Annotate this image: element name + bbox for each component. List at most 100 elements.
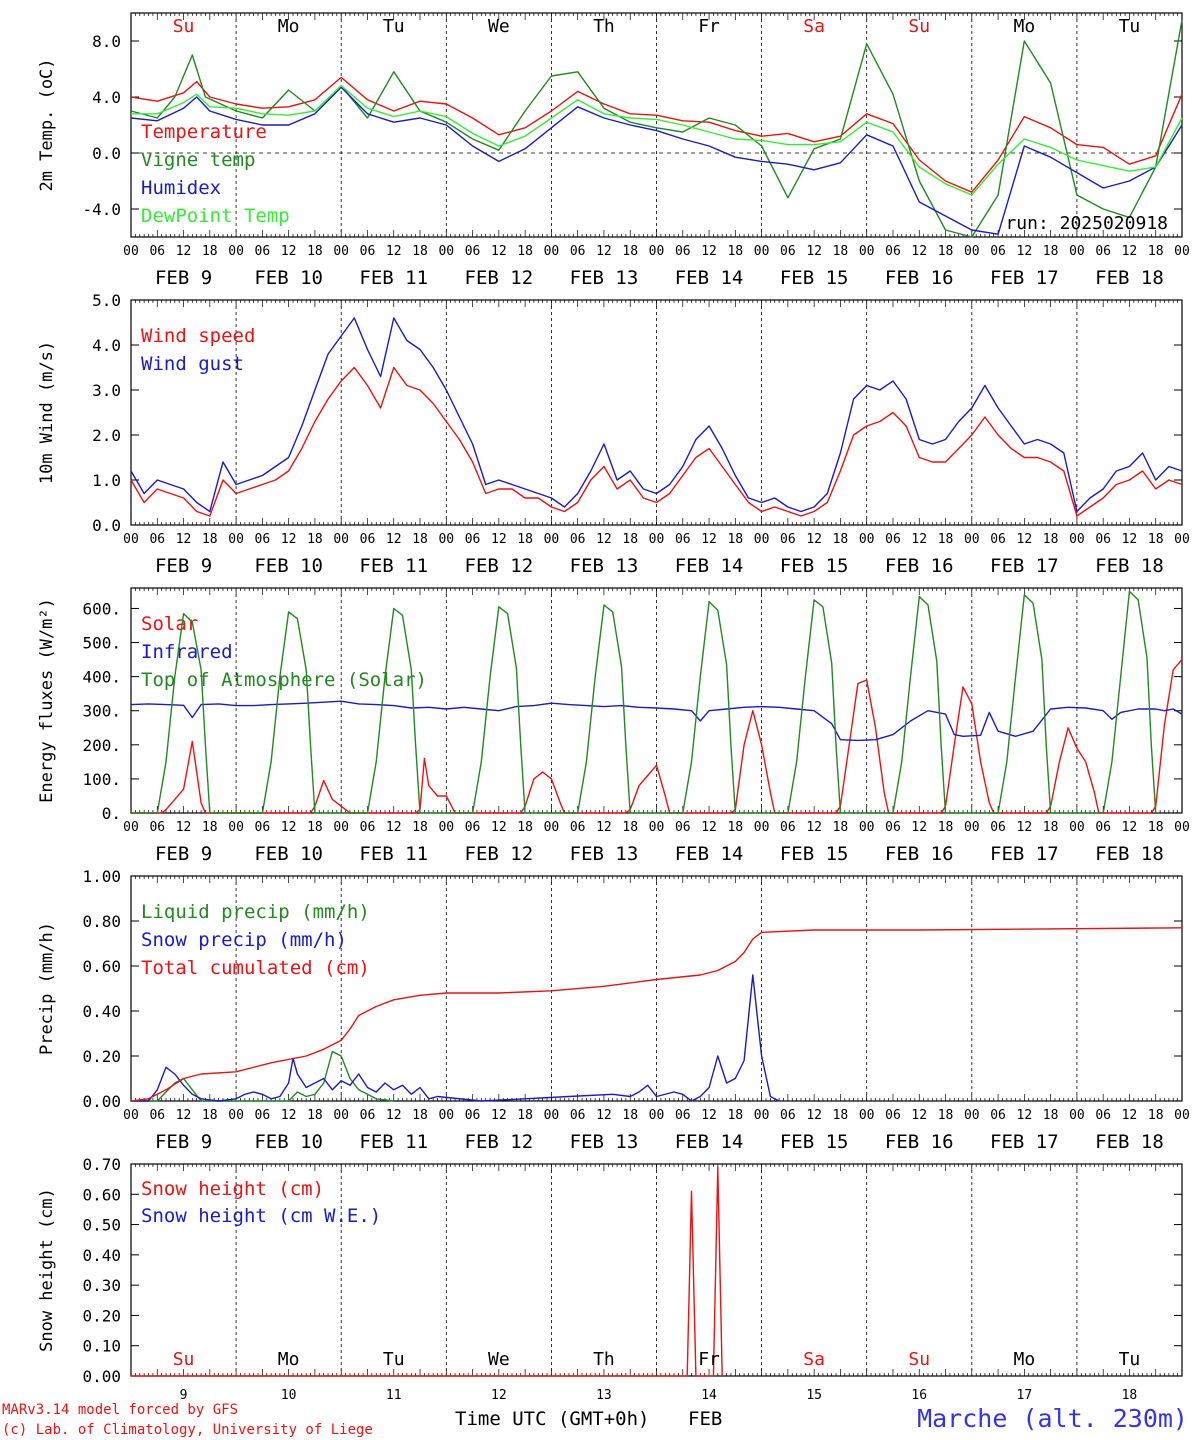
day-label: Mo bbox=[278, 16, 300, 37]
hour-label: 18 bbox=[412, 532, 428, 547]
hour-label: 06 bbox=[255, 244, 271, 259]
date-label: FEB 16 bbox=[885, 555, 954, 577]
hour-label: 12 bbox=[806, 820, 822, 835]
hour-label: 06 bbox=[780, 820, 796, 835]
y-axis-label: 2m Temp. (oC) bbox=[37, 58, 57, 191]
series-line-3 bbox=[130, 927, 1183, 1102]
y-tick-label: 0.20 bbox=[82, 1306, 121, 1325]
hour-label: 18 bbox=[517, 532, 533, 547]
day-label: Mo bbox=[278, 1349, 300, 1370]
y-tick-label: 0.50 bbox=[82, 1216, 121, 1235]
hour-label: 18 bbox=[727, 820, 743, 835]
hour-label: 00 bbox=[228, 244, 244, 259]
day-label: We bbox=[488, 1349, 510, 1370]
hour-label: 18 bbox=[938, 532, 954, 547]
date-label: FEB 9 bbox=[155, 267, 212, 289]
date-label: FEB 13 bbox=[570, 843, 639, 865]
y-tick-label: 0.0 bbox=[92, 516, 121, 535]
hour-label: 06 bbox=[780, 244, 796, 259]
y-tick-label: -4.0 bbox=[82, 200, 121, 219]
lab-credit: (c) Lab. of Climatology, University of L… bbox=[2, 1422, 373, 1438]
day-label: Th bbox=[593, 16, 615, 37]
y-tick-label: 500. bbox=[82, 634, 121, 653]
hour-label: 12 bbox=[491, 532, 507, 547]
panel-1: -4.0 0.0 4.0 8.0 2m Temp. (oC) Temperature Vig… bbox=[37, 12, 1190, 289]
day-label: Tu bbox=[383, 1349, 405, 1370]
hour-label: 18 bbox=[307, 820, 323, 835]
hour-label: 12 bbox=[386, 532, 402, 547]
y-tick-label: 400. bbox=[82, 668, 121, 687]
hour-label: 12 bbox=[1017, 1108, 1033, 1123]
hour-label: 12 bbox=[1017, 244, 1033, 259]
series-line-3 bbox=[130, 86, 1183, 235]
y-tick-label: 0.10 bbox=[82, 1337, 121, 1356]
y-axis-label: Precip (mm/h) bbox=[37, 922, 57, 1055]
hour-label: 00 bbox=[228, 820, 244, 835]
hour-label: 18 bbox=[1043, 1108, 1059, 1123]
hour-label: 12 bbox=[176, 820, 192, 835]
hour-label: 18 bbox=[833, 820, 849, 835]
hour-label: 00 bbox=[123, 244, 139, 259]
day-number: 11 bbox=[386, 1388, 402, 1403]
hour-label: 12 bbox=[596, 820, 612, 835]
hour-label: 18 bbox=[833, 244, 849, 259]
hour-label: 06 bbox=[990, 1108, 1006, 1123]
hour-label: 18 bbox=[727, 244, 743, 259]
plot-frame bbox=[130, 299, 1183, 526]
hour-label: 00 bbox=[1069, 820, 1085, 835]
legend-entry: Snow height (cm) bbox=[141, 1178, 324, 1200]
hour-label: 12 bbox=[596, 1108, 612, 1123]
hour-label: 18 bbox=[727, 532, 743, 547]
series-line-1 bbox=[131, 659, 1183, 814]
hour-label: 18 bbox=[622, 820, 638, 835]
hour-label: 06 bbox=[1095, 1108, 1111, 1123]
hour-label: 00 bbox=[649, 532, 665, 547]
hour-label: 06 bbox=[1095, 244, 1111, 259]
date-label: FEB 12 bbox=[465, 555, 534, 577]
y-tick-label: 100. bbox=[82, 770, 121, 789]
hour-label: 00 bbox=[649, 820, 665, 835]
hour-label: 18 bbox=[833, 532, 849, 547]
y-tick-label: 1.0 bbox=[92, 471, 121, 490]
hour-label: 12 bbox=[176, 1108, 192, 1123]
date-label: FEB 16 bbox=[885, 843, 954, 865]
hour-label: 18 bbox=[1043, 244, 1059, 259]
hour-label: 12 bbox=[1017, 532, 1033, 547]
date-label: FEB 9 bbox=[155, 843, 212, 865]
date-label: FEB 14 bbox=[675, 1131, 744, 1153]
day-number: 16 bbox=[911, 1388, 927, 1403]
date-label: FEB 12 bbox=[465, 1131, 534, 1153]
hour-label: 06 bbox=[465, 820, 481, 835]
day-label: Su bbox=[173, 16, 195, 37]
hour-label: 00 bbox=[438, 1108, 454, 1123]
hour-label: 12 bbox=[1122, 244, 1138, 259]
date-label: FEB 18 bbox=[1095, 555, 1164, 577]
hour-label: 12 bbox=[1017, 820, 1033, 835]
hour-label: 06 bbox=[675, 532, 691, 547]
series-line-1 bbox=[131, 1166, 723, 1377]
day-label: Su bbox=[908, 16, 930, 37]
hour-label: 18 bbox=[202, 244, 218, 259]
series-line-1 bbox=[131, 1050, 394, 1102]
hour-label: 00 bbox=[544, 1108, 560, 1123]
hour-label: 18 bbox=[938, 820, 954, 835]
y-tick-label: 0.70 bbox=[82, 1155, 121, 1174]
hour-label: 00 bbox=[438, 244, 454, 259]
hour-label: 18 bbox=[517, 1108, 533, 1123]
hour-label: 18 bbox=[938, 244, 954, 259]
hour-label: 12 bbox=[911, 1108, 927, 1123]
hour-label: 18 bbox=[622, 1108, 638, 1123]
hour-label: 18 bbox=[938, 1108, 954, 1123]
day-label: Tu bbox=[1119, 16, 1141, 37]
date-label: FEB 11 bbox=[359, 555, 428, 577]
series-line-3 bbox=[131, 590, 1157, 814]
hour-label: 06 bbox=[885, 532, 901, 547]
date-label: FEB 10 bbox=[254, 555, 323, 577]
date-label: FEB 9 bbox=[155, 1131, 212, 1153]
series-line-1 bbox=[130, 366, 1183, 517]
date-label: FEB 10 bbox=[254, 843, 323, 865]
date-label: FEB 11 bbox=[359, 843, 428, 865]
date-label: FEB 16 bbox=[885, 1131, 954, 1153]
hour-label: 06 bbox=[465, 1108, 481, 1123]
day-number: 15 bbox=[806, 1388, 822, 1403]
